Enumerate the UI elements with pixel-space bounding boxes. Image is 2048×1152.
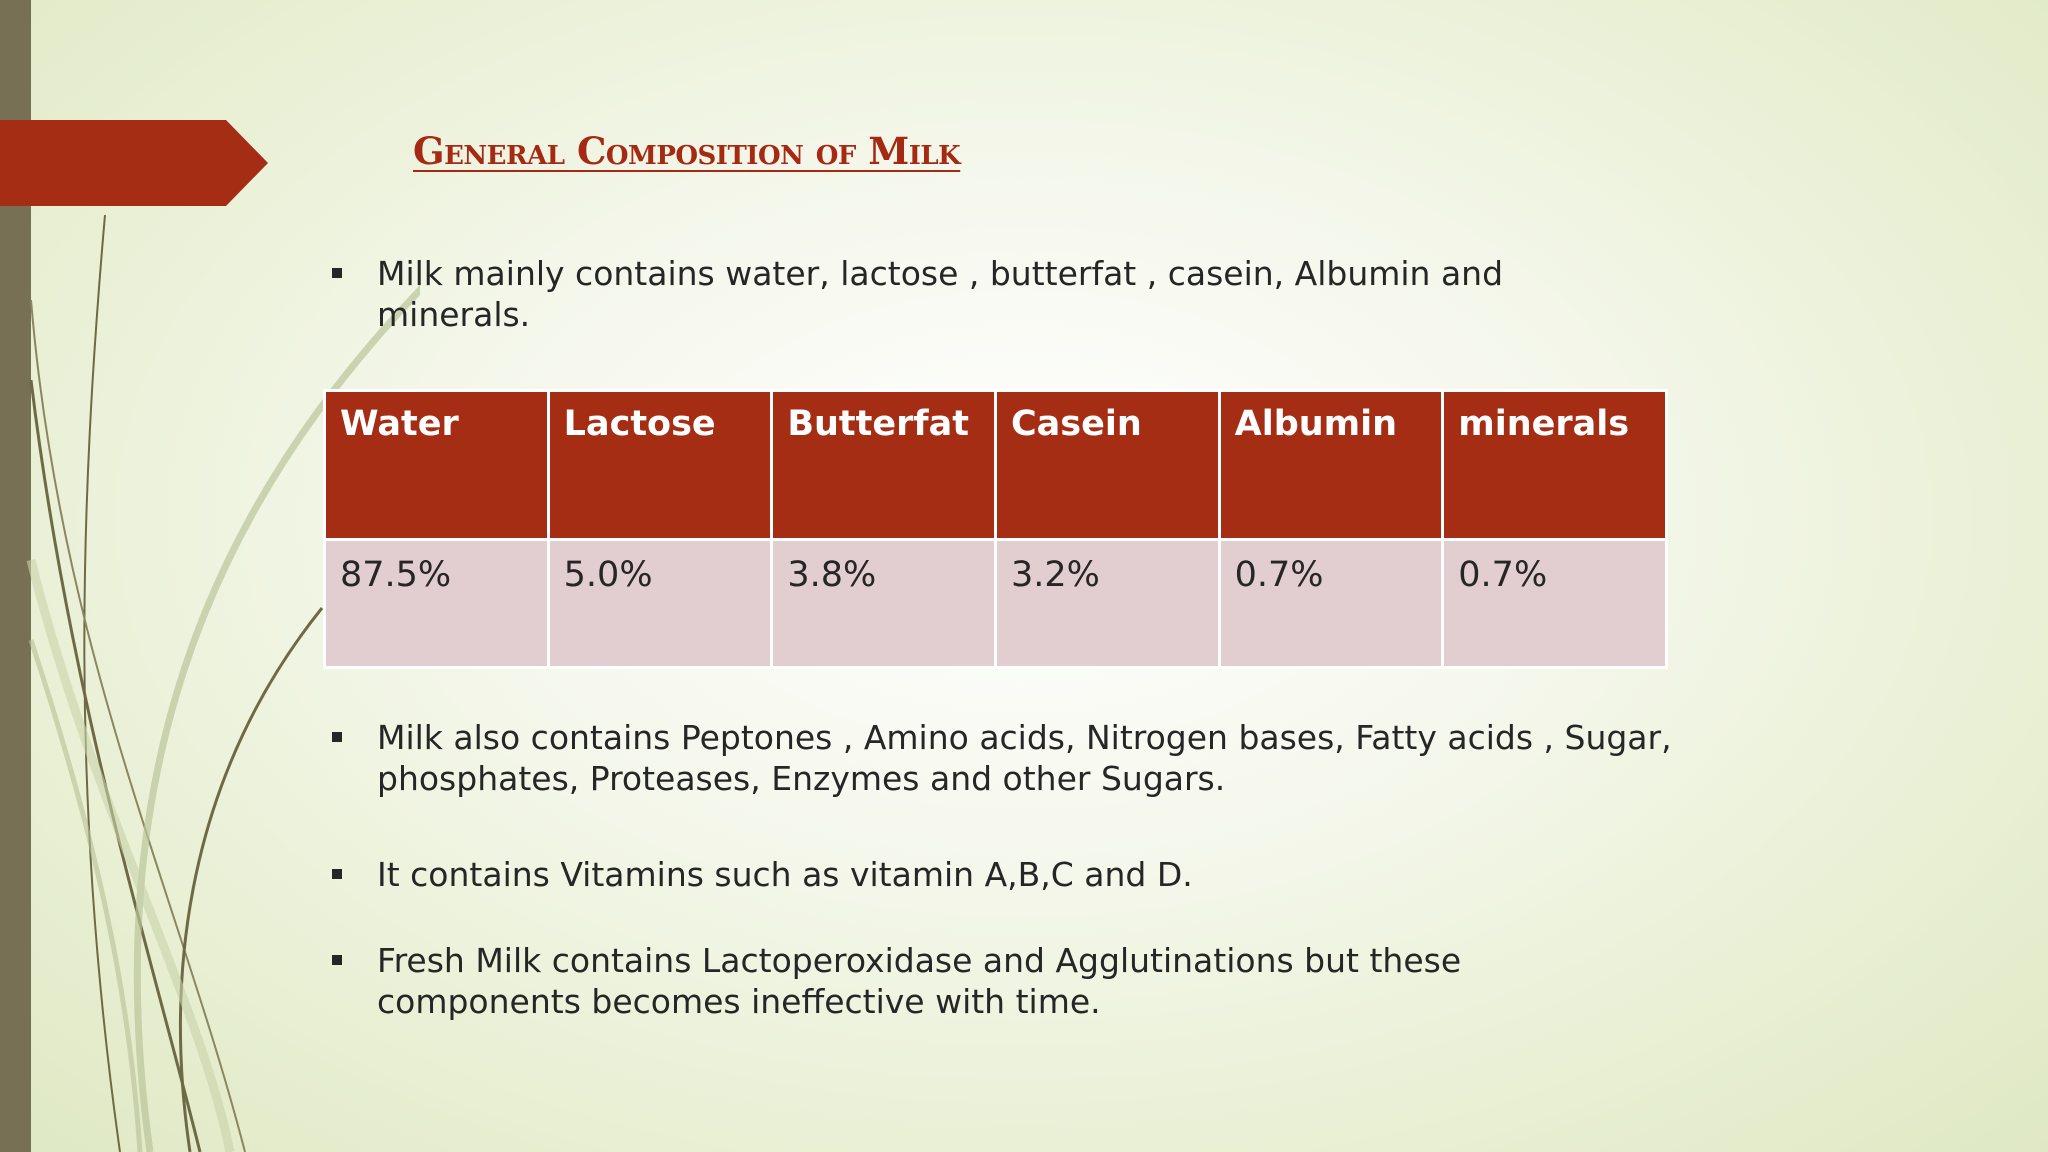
- bullet-text: Milk also contains Peptones , Amino acid…: [377, 718, 1672, 798]
- table-row: 87.5% 5.0% 3.8% 3.2% 0.7% 0.7%: [323, 538, 1668, 669]
- value-cell-lactose: 5.0%: [546, 538, 774, 669]
- bullet-text: Fresh Milk contains Lactoperoxidase and …: [377, 941, 1462, 1021]
- bullet-square-icon: [332, 268, 342, 278]
- title-arrow-shape: [0, 120, 268, 206]
- list-item: It contains Vitamins such as vitamin A,B…: [332, 854, 1712, 895]
- value-cell-casein: 3.2%: [993, 538, 1221, 669]
- decorative-swooshes: [26, 214, 420, 1152]
- header-cell-lactose: Lactose: [546, 389, 774, 541]
- milk-composition-table: Water Lactose Butterfat Casein Albumin m…: [323, 389, 1668, 669]
- bullet-square-icon: [332, 869, 342, 879]
- header-cell-albumin: Albumin: [1217, 389, 1445, 541]
- slide-title: General Composition of Milk: [413, 129, 961, 173]
- bullet-text: It contains Vitamins such as vitamin A,B…: [377, 855, 1193, 894]
- bullet-text: Milk mainly contains water, lactose , bu…: [377, 254, 1504, 334]
- value-cell-butterfat: 3.8%: [770, 538, 997, 669]
- header-cell-water: Water: [323, 389, 550, 541]
- header-cell-butterfat: Butterfat: [770, 389, 997, 541]
- header-cell-minerals: minerals: [1441, 389, 1668, 541]
- intro-bullet-list: Milk mainly contains water, lactose , bu…: [332, 253, 1572, 335]
- list-item: Milk mainly contains water, lactose , bu…: [332, 253, 1572, 335]
- value-cell-minerals: 0.7%: [1441, 538, 1668, 669]
- bullet-square-icon: [332, 732, 342, 742]
- header-cell-casein: Casein: [993, 389, 1221, 541]
- list-item: Milk also contains Peptones , Amino acid…: [332, 717, 1712, 799]
- list-item: Fresh Milk contains Lactoperoxidase and …: [332, 940, 1537, 1022]
- value-cell-water: 87.5%: [323, 538, 550, 669]
- bullet-square-icon: [332, 955, 342, 965]
- table-header-row: Water Lactose Butterfat Casein Albumin m…: [323, 389, 1668, 541]
- detail-bullet-list: Milk also contains Peptones , Amino acid…: [332, 717, 1712, 1022]
- value-cell-albumin: 0.7%: [1217, 538, 1445, 669]
